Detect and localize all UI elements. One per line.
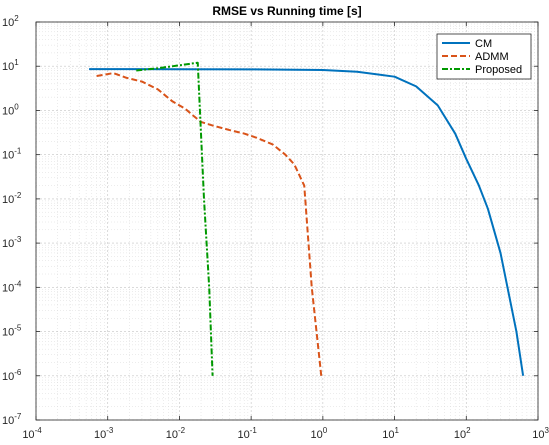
y-tick-label: 10-2	[2, 191, 22, 206]
y-tick-label: 102	[2, 14, 19, 29]
plot-area	[36, 22, 538, 420]
series-line-proposed	[136, 61, 214, 376]
x-tick-label: 101	[382, 426, 399, 441]
y-tick-label: 10-7	[2, 412, 22, 427]
x-tick-label: 10-1	[237, 426, 257, 441]
y-tick-label: 10-6	[2, 368, 22, 383]
series-line-admm	[96, 72, 323, 376]
y-tick-label: 10-4	[2, 279, 22, 294]
series-line-cm	[89, 68, 525, 376]
axes	[35, 21, 539, 421]
legend-label-cm: CM	[475, 38, 492, 50]
x-tick-label: 103	[532, 426, 549, 441]
y-tick-label: 10-5	[2, 324, 22, 339]
chart-title: RMSE vs Running time [s]	[212, 4, 361, 18]
y-tick-label: 101	[2, 58, 19, 73]
x-tick-label: 10-2	[166, 426, 186, 441]
y-tick-label: 10-1	[2, 147, 22, 162]
y-tick-label: 10-3	[2, 235, 22, 250]
series-layer	[89, 61, 525, 376]
legend-label-admm: ADMM	[475, 51, 509, 63]
x-tick-label: 10-3	[94, 426, 114, 441]
grid	[35, 21, 539, 421]
x-tick-label: 10-4	[22, 426, 42, 441]
y-tick-label: 100	[2, 102, 19, 117]
x-tick-label: 102	[454, 426, 471, 441]
tick-labels: 10-4 10-3 10-2 10-1 100 101 102 103 10-7 10-6 10-5…	[2, 14, 549, 441]
axes-box	[35, 21, 539, 421]
x-tick-label: 100	[311, 426, 328, 441]
legend-label-proposed: Proposed	[475, 64, 522, 76]
